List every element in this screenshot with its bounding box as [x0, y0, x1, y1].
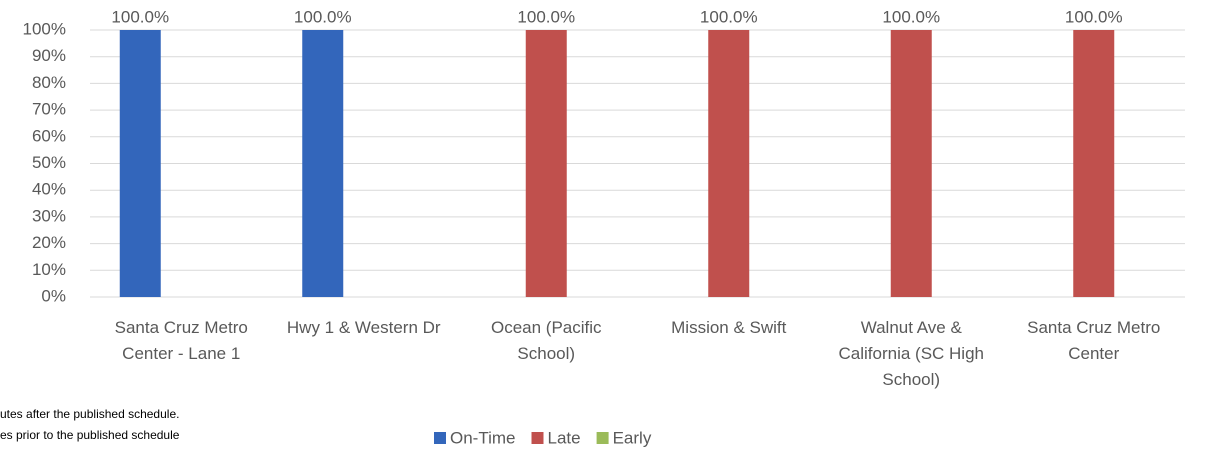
y-tick-label: 50%: [32, 153, 66, 172]
legend-swatch: [531, 432, 544, 444]
legend-label: On-Time: [450, 428, 516, 447]
bar: [708, 30, 750, 297]
y-tick-label: 80%: [32, 73, 66, 92]
legend-swatch: [434, 432, 446, 444]
bar: [525, 30, 567, 297]
legend-label: Early: [613, 428, 652, 447]
data-label: 100.0%: [517, 7, 575, 26]
y-tick-label: 10%: [32, 260, 66, 279]
note: utes after the published schedule.: [0, 407, 179, 421]
x-tick-label: Ocean (Pacific School): [490, 318, 602, 363]
y-tick-label: 0%: [41, 286, 66, 305]
legend-label: Late: [548, 428, 581, 447]
y-tick-label: 60%: [32, 126, 66, 145]
legend-swatch: [596, 432, 609, 444]
data-label: 100.0%: [700, 7, 758, 26]
y-tick-label: 70%: [32, 100, 66, 119]
data-label: 100.0%: [882, 7, 940, 26]
x-tick-label: Walnut Ave & California (SC High School): [838, 318, 985, 389]
x-tick-label: Santa Cruz Metro Center - Lane 1: [114, 318, 248, 363]
y-tick-label: 40%: [32, 180, 66, 199]
x-tick-label: Mission & Swift: [671, 318, 787, 337]
data-label: 100.0%: [111, 7, 169, 26]
y-tick-label: 20%: [32, 233, 66, 252]
data-label: 100.0%: [1065, 7, 1123, 26]
bar: [1073, 30, 1115, 297]
y-tick-label: 90%: [32, 46, 66, 65]
x-tick-label: Santa Cruz Metro Center: [1027, 318, 1161, 363]
data-label: 100.0%: [294, 7, 352, 26]
y-tick-label: 100%: [23, 19, 66, 38]
bar: [302, 30, 344, 297]
x-tick-label: Hwy 1 & Western Dr: [286, 318, 441, 337]
y-tick-label: 30%: [32, 206, 66, 225]
bar: [119, 30, 161, 297]
note: es prior to the published schedule: [0, 428, 180, 442]
bar: [890, 30, 932, 297]
